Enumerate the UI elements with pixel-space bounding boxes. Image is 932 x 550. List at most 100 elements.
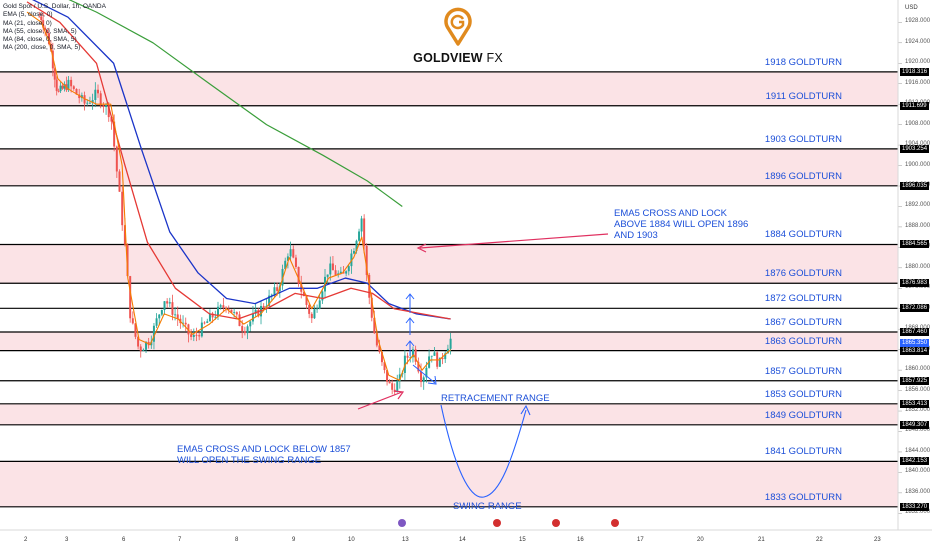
candle-body [105,105,108,108]
x-tick-label: 8 [235,537,239,543]
x-tick-label: 9 [292,537,296,543]
legend-ema5: EMA (5, close, 0) [3,11,53,19]
us-flag-event-icon[interactable] [611,519,619,527]
goldturn-band [0,148,898,186]
candle-body [243,331,246,334]
candle-body [102,105,105,108]
candle-body [355,240,358,252]
goldturn-label: 1903 GOLDTURN [764,133,842,145]
up-arrow-head [405,293,415,300]
candle-body [433,352,436,356]
goldturn-label: 1911 GOLDTURN [765,90,842,102]
candle-body [200,322,203,337]
lightning-event-icon[interactable] [398,519,406,527]
candle-body [308,304,311,314]
candle-body [38,16,41,18]
down-arrow-head [427,375,437,385]
y-tick-label: 1856.000 [905,386,931,393]
candle-body [347,266,350,272]
candle-body [254,309,257,314]
moving-average-lines [26,0,451,381]
x-tick-label: 7 [178,537,182,543]
candle-body [94,89,97,101]
retracement-range-label: RETRACEMENT RANGE [441,393,550,404]
candle-body [289,249,292,257]
candle-body [227,308,230,310]
price-tag: 1849.307 [900,420,930,429]
candle-body [420,371,423,383]
x-tick-label: 23 [874,537,881,543]
candle-body [83,95,86,104]
y-tick-label: 1880.000 [905,263,931,270]
price-tag: 1876.983 [900,279,930,288]
candle-body [375,333,378,346]
candle-body [208,313,211,322]
candle-body [86,102,89,104]
candle-body [203,322,206,324]
logo-wordmark: GOLDVIEW FX [413,51,503,65]
candle-body [441,357,444,360]
candle-body [345,271,348,274]
candle-body [446,348,449,354]
us-flag-event-icon[interactable] [552,519,560,527]
price-tag: 1863.814 [900,346,930,355]
candle-body [46,29,49,34]
candle-body [268,295,271,306]
candle-body [72,86,75,89]
goldturn-label: 1841 GOLDTURN [764,446,842,458]
goldturn-band [0,461,898,507]
candle-body [53,68,56,80]
price-tag: 1842.153 [900,457,930,466]
candle-body [168,302,171,304]
candle-body [313,309,316,319]
candle-body [417,361,420,372]
goldturn-band [0,331,898,351]
candle-body [273,287,276,295]
candle-body [91,100,94,103]
candle-body [378,345,381,352]
candle-body [78,94,81,99]
y-tick-label: 1900.000 [905,161,931,168]
candle-body [380,351,383,363]
goldturn-label: 1918 GOLDTURN [764,56,842,68]
x-tick-label: 21 [758,537,765,543]
candle-body [430,355,433,357]
goldturn-label: 1857 GOLDTURN [764,365,842,377]
candle-body [373,317,376,334]
up-arrow-head [405,317,415,324]
price-tag: 1872.086 [900,304,930,313]
x-tick-label: 13 [402,537,409,543]
candle-body [438,357,441,367]
y-tick-label: 1928.000 [905,18,931,25]
drawing-annotations [357,233,609,498]
ma21-line [26,1,451,320]
candle-body [150,341,153,346]
candle-body [329,263,332,275]
candle-body [444,353,447,360]
candle-body [339,271,342,274]
candle-body [145,341,148,350]
goldturn-label: 1884 GOLDTURN [764,229,842,241]
candle-body [391,383,394,390]
candle-body [310,313,313,319]
x-tick-label: 16 [577,537,584,543]
x-tick-label: 2 [24,537,28,543]
candle-body [55,79,58,91]
lower-annotation: EMA5 CROSS AND LOCK BELOW 1857 WILL OPEN… [177,444,351,466]
candle-body [235,312,238,315]
y-tick-label: 1840.000 [905,468,931,475]
candle-body [171,302,174,315]
candle-body [137,336,140,347]
us-flag-event-icon[interactable] [493,519,501,527]
upper-pointer-arrowhead [416,243,427,253]
candle-body [110,117,113,122]
up-arrow-head [405,340,415,347]
indicator-legend: Gold Spot / U.S. Dollar, 1h, OANDA EMA (… [3,3,106,53]
y-axis-ticks [898,22,902,514]
candle-body [139,346,142,352]
candle-body [113,121,116,147]
candle-body [246,326,249,334]
candle-body [326,274,329,277]
candle-body [398,374,401,382]
